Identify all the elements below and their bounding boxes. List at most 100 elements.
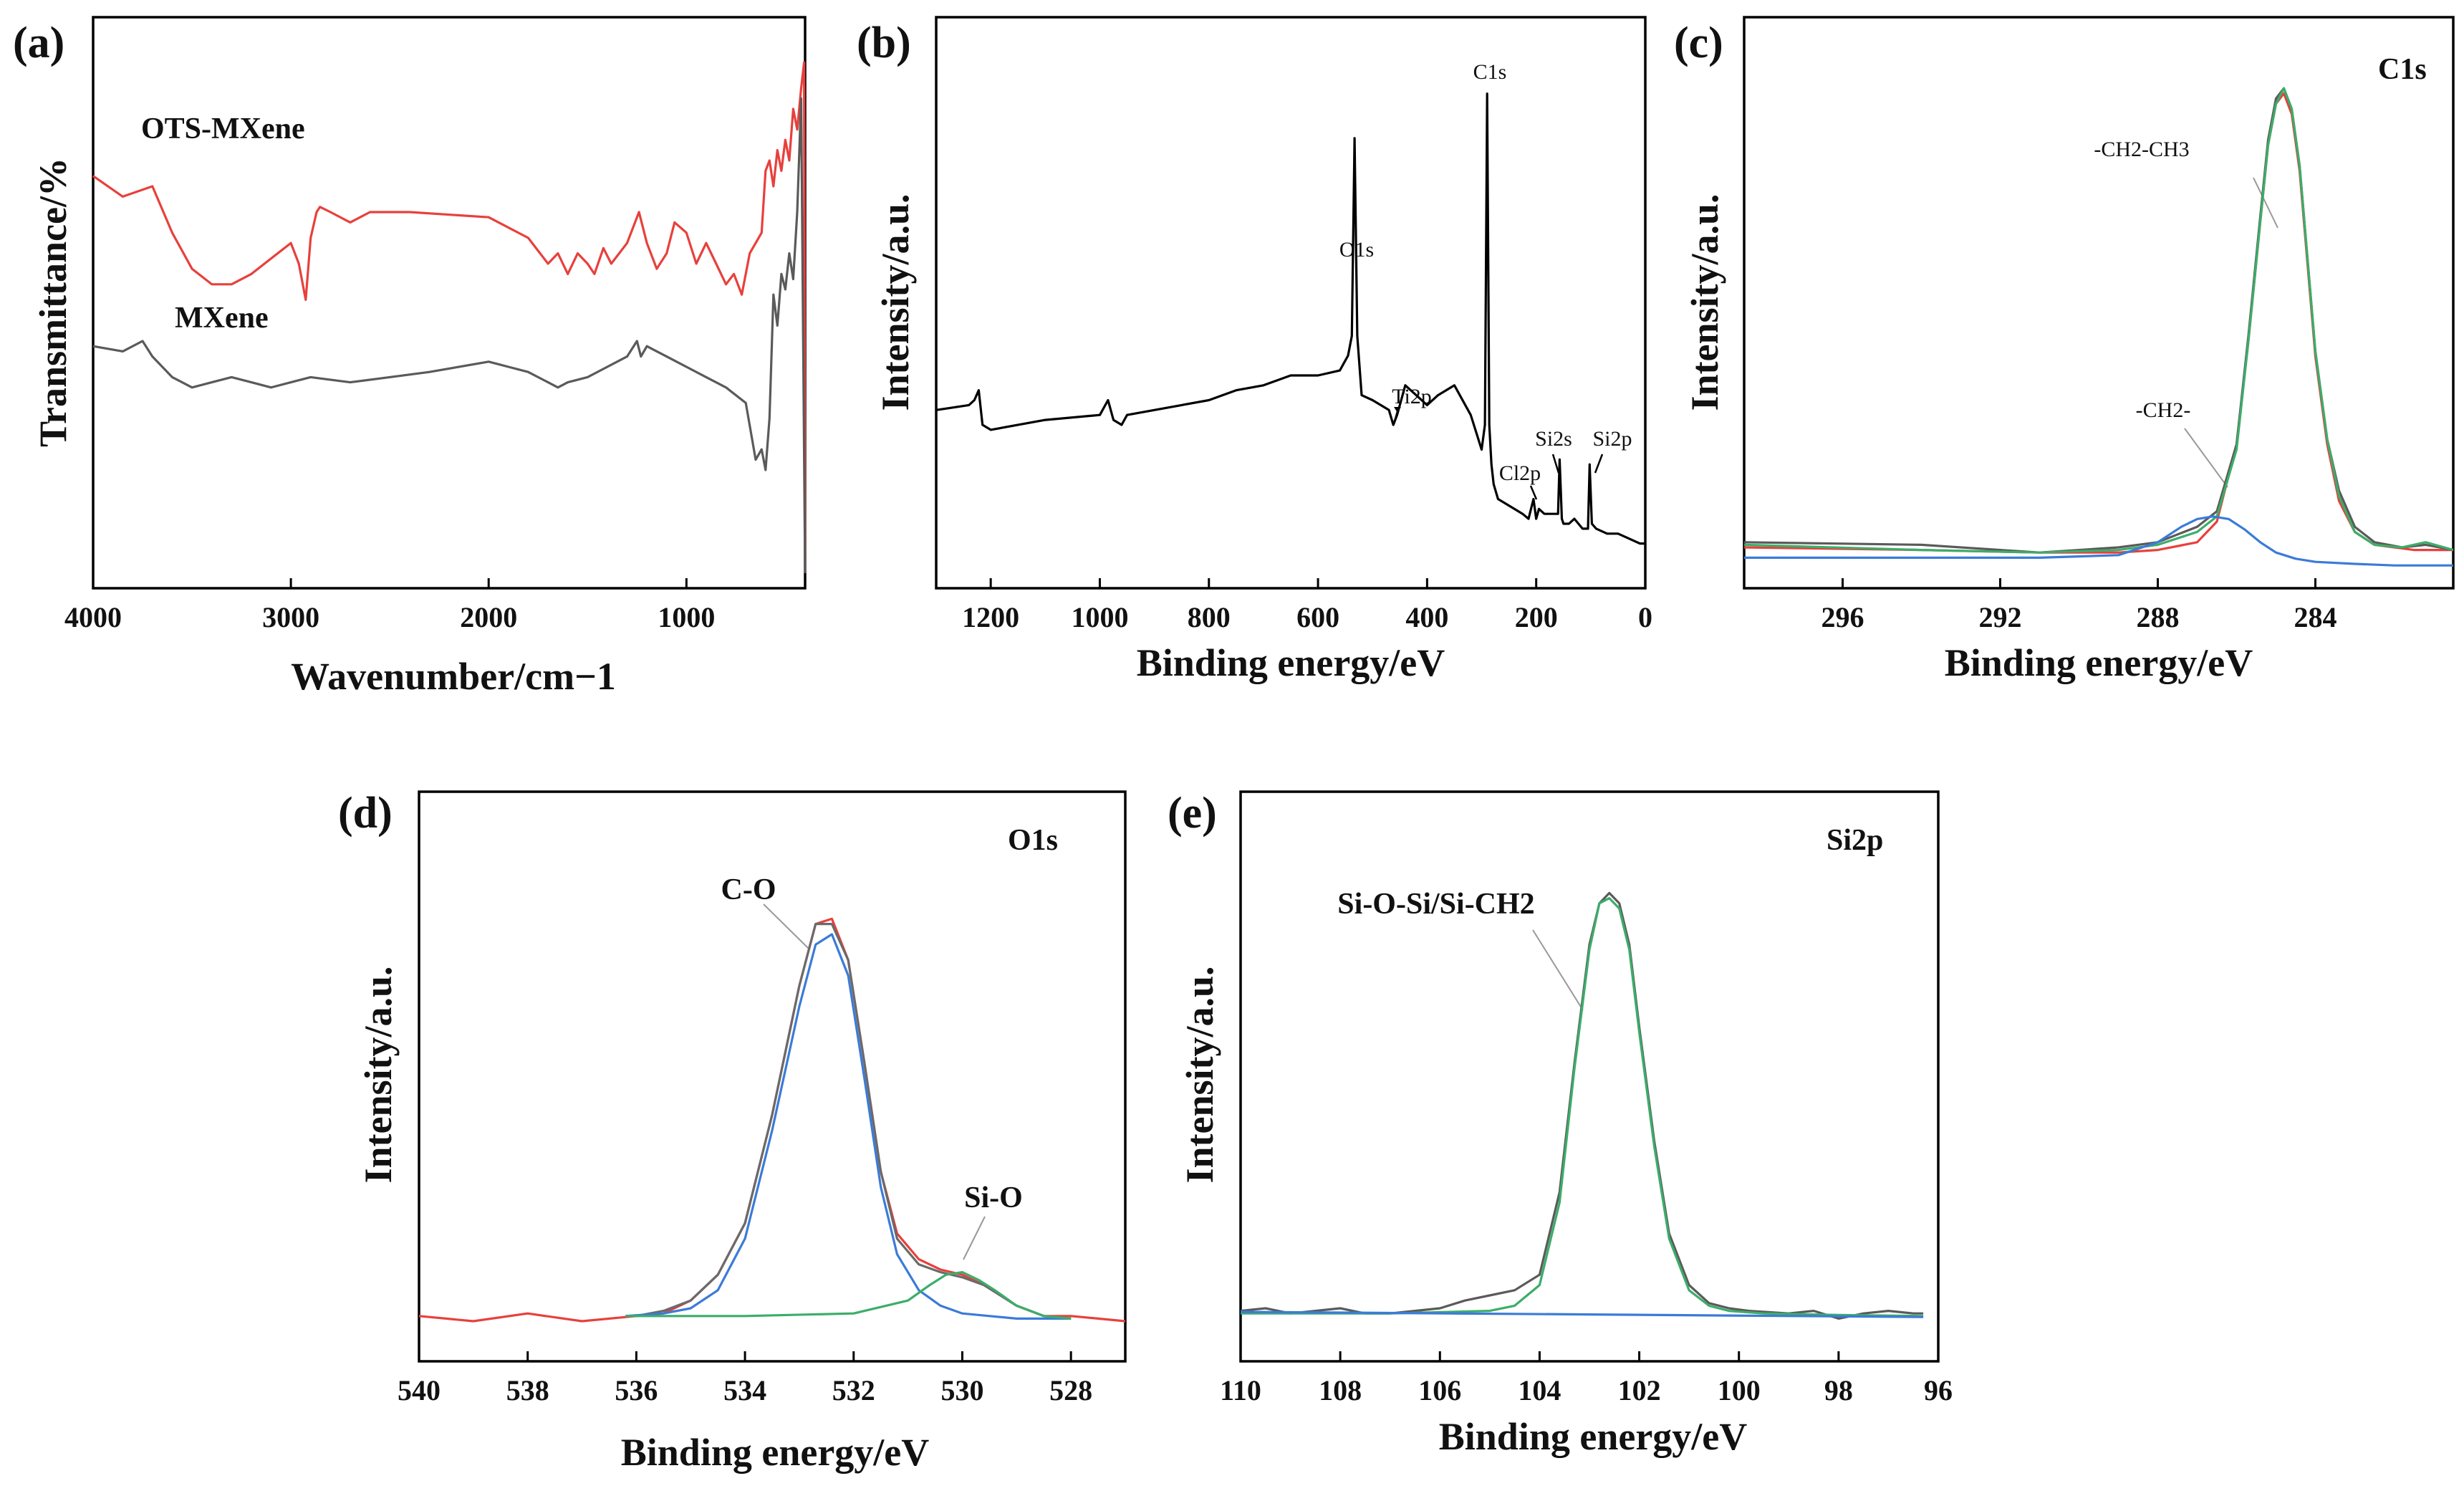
panel-d-xtick-label-540: 540: [398, 1374, 441, 1406]
panel-e-leaders: [1532, 929, 1584, 1011]
panel-b-ann-si2p: Si2p: [1592, 427, 1632, 451]
panel-a-xtick-label-4000: 4000: [64, 601, 122, 633]
arrow-si2p: [1594, 454, 1604, 474]
panel-e-xlabel: Binding energy/eV: [1439, 1415, 1748, 1458]
panel-e-xtick-label-96: 96: [1924, 1374, 1953, 1406]
panel-e-xtick-label-100: 100: [1718, 1374, 1761, 1406]
panel-d-series-envelope-gray-: [636, 923, 1072, 1320]
panel-d-ann-co: C-O: [721, 873, 776, 906]
panel-e-xtick-label-110: 110: [1220, 1374, 1261, 1406]
panel-d-ylabel: Intensity/a.u.: [357, 966, 400, 1183]
panel-c-xtick-label-296: 296: [1821, 601, 1864, 633]
panel-a-xtick-label-1000: 1000: [658, 601, 715, 633]
panel-a-series-mxene: [92, 97, 807, 574]
panel-d-xtick-label-538: 538: [506, 1374, 549, 1406]
panel-b-label: (b): [857, 19, 911, 67]
panel-b-frame: [935, 16, 1647, 590]
panel-a-xlabel: Wavenumber/cm−1: [291, 655, 616, 698]
panel-d-xtick-label-530: 530: [940, 1374, 983, 1406]
panel-e-xtick-label-102: 102: [1618, 1374, 1661, 1406]
panel-b-ann-c1s: C1s: [1473, 60, 1507, 84]
panel-d-ann-sio: Si-O: [964, 1181, 1023, 1214]
panel-c-ylabel: Intensity/a.u.: [1683, 193, 1726, 411]
panel-a-label-ots-mxene: OTS-MXene: [141, 112, 305, 145]
panel-d-corner-title: O1s: [1008, 824, 1058, 857]
panel-c-xtick-label-288: 288: [2137, 601, 2180, 633]
panel-e-xtick-label-106: 106: [1418, 1374, 1461, 1406]
panel-d-xticks: 540 538 536 534 532 530 528: [398, 1351, 1092, 1406]
panel-a-ylabel: Transmittance/%: [32, 158, 74, 447]
panel-a-ftir: (a) Transmittance/% Wavenumber/cm−1 OTS-…: [13, 16, 807, 698]
panel-d-xtick-label-532: 532: [832, 1374, 875, 1406]
leader-sio-si: [1532, 929, 1584, 1011]
panel-d-series: [418, 917, 1126, 1323]
panel-b-xtick-label-1200: 1200: [962, 601, 1019, 633]
panel-b-xtick-label-800: 800: [1188, 601, 1231, 633]
panel-b-xtick-label-600: 600: [1296, 601, 1339, 633]
panel-a-label-mxene: MXene: [175, 302, 269, 335]
panel-c-xtick-label-292: 292: [1979, 601, 2022, 633]
panel-a-xtick-label-3000: 3000: [262, 601, 319, 633]
panel-e-ylabel: Intensity/a.u.: [1178, 966, 1221, 1183]
arrow-si2s: [1551, 454, 1560, 474]
panel-e-label: (e): [1168, 789, 1217, 838]
panel-c-corner-title: C1s: [2378, 53, 2427, 86]
panel-e-xtick-label-108: 108: [1319, 1374, 1362, 1406]
panel-b-ann-cl2p: Cl2p: [1499, 461, 1541, 485]
panel-a-xticks: 4000 3000 2000 1000: [64, 578, 715, 633]
panel-e-xtick-label-104: 104: [1518, 1374, 1561, 1406]
panel-c-series-envelope-red-: [1743, 92, 2453, 554]
panel-d-series-raw-data: [418, 917, 1126, 1323]
panel-d-xlabel: Binding energy/eV: [621, 1431, 930, 1474]
panel-d-xtick-label-536: 536: [615, 1374, 658, 1406]
panel-e-xtick-label-98: 98: [1824, 1374, 1853, 1406]
panel-c-series-raw-data: [1743, 87, 2454, 554]
panel-b-xtick-label-0: 0: [1638, 601, 1652, 633]
panel-e-xticks: 110 108 106 104 102 100 98 96: [1220, 1351, 1953, 1406]
panel-b-ylabel: Intensity/a.u.: [874, 193, 917, 411]
panel-e-series-raw-data: [1240, 891, 1924, 1320]
panel-a-series: [92, 61, 807, 574]
leader-ch2ch3: [2253, 177, 2278, 229]
panel-e-frame: [1239, 790, 1940, 1363]
panel-d-series-si-o: [625, 1271, 1072, 1320]
panel-c-ann-ch2ch3: -CH2-CH3: [2094, 138, 2189, 161]
arrow-cl2p: [1529, 485, 1538, 500]
panel-e-series-si-o-si-si-ch2: [1241, 897, 1924, 1318]
panel-b-series-survey: [935, 92, 1645, 545]
panel-b-xlabel: Binding energy/eV: [1137, 641, 1445, 684]
panel-a-label: (a): [13, 19, 64, 67]
panel-c-frame: [1743, 16, 2455, 590]
panel-c-series: [1743, 87, 2454, 567]
panel-d-frame: [418, 790, 1127, 1363]
panel-c-leaders: [2184, 177, 2278, 488]
panel-d-xtick-label-528: 528: [1049, 1374, 1092, 1406]
panel-e-si2p: (e) Intensity/a.u. Binding energy/eV Si2…: [1168, 789, 1953, 1458]
panel-c-ann-ch2: -CH2-: [2136, 398, 2191, 422]
panel-d-o1s: (d) Intensity/a.u. Binding energy/eV O1s…: [338, 789, 1127, 1474]
panel-e-corner-title: Si2p: [1827, 824, 1883, 857]
panel-b-xticks: 1200 1000 800 600 400 200 0: [962, 578, 1652, 633]
panel-d-leaders: [763, 903, 986, 1260]
panel-c-c1s: (c) Intensity/a.u. Binding energy/eV C1s…: [1674, 16, 2455, 684]
leader-co: [763, 903, 810, 950]
panel-d-xtick-label-534: 534: [723, 1374, 766, 1406]
panel-b-ann-si2s: Si2s: [1535, 427, 1572, 451]
panel-b-xtick-label-400: 400: [1405, 601, 1448, 633]
panel-e-ann-sio: Si-O-Si/Si-CH2: [1337, 888, 1534, 921]
panel-a-xtick-label-2000: 2000: [460, 601, 517, 633]
panel-b-xtick-label-1000: 1000: [1071, 601, 1128, 633]
leader-sio: [963, 1216, 986, 1260]
panel-c-xtick-label-284: 284: [2294, 601, 2337, 633]
panel-c-series--ch2-ch3: [1743, 87, 2454, 554]
panel-c-xticks: 296 292 288 284: [1821, 578, 2337, 633]
panel-b-xtick-label-200: 200: [1515, 601, 1558, 633]
leader-ch2: [2184, 428, 2228, 488]
panel-a-series-ots-mxene: [92, 61, 807, 574]
panel-d-series-c-o: [625, 933, 1072, 1320]
panel-d-label: (d): [338, 789, 393, 838]
panel-b-series: [935, 92, 1645, 545]
panel-b-survey: (b) Intensity/a.u. Binding energy/eV C1s…: [857, 16, 1652, 684]
panel-e-series-background: [1240, 1310, 1924, 1318]
